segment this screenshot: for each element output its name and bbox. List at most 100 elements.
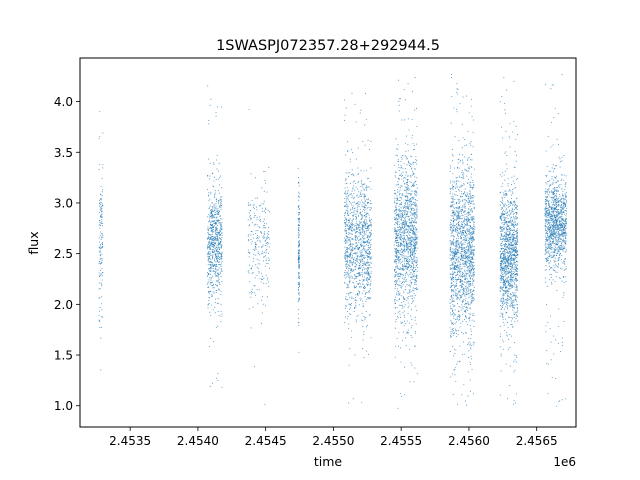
data-point: [101, 242, 103, 244]
data-point: [348, 323, 350, 325]
data-point: [345, 316, 347, 318]
data-point: [405, 167, 407, 169]
data-point: [394, 249, 397, 251]
data-point: [360, 261, 362, 264]
data-point: [400, 167, 402, 169]
data-point: [101, 283, 103, 285]
data-point: [355, 321, 357, 323]
data-point: [218, 251, 220, 253]
data-point: [412, 245, 415, 247]
data-point: [459, 186, 461, 188]
data-point: [456, 82, 458, 85]
data-point: [466, 283, 468, 285]
data-point: [298, 193, 300, 195]
data-point: [350, 148, 352, 150]
data-point: [99, 261, 101, 263]
data-point: [458, 217, 460, 219]
data-point: [463, 239, 465, 241]
data-point: [410, 228, 412, 230]
data-point: [414, 222, 416, 224]
data-point: [469, 275, 471, 277]
data-point: [471, 253, 473, 255]
data-point: [297, 182, 299, 184]
data-point: [416, 310, 418, 312]
data-point: [463, 290, 465, 292]
data-point: [464, 255, 466, 257]
data-point: [369, 219, 371, 221]
data-point: [470, 244, 472, 246]
data-point: [352, 249, 354, 251]
data-point: [456, 230, 459, 232]
data-point: [218, 222, 220, 224]
data-point: [366, 242, 368, 244]
data-point: [215, 256, 217, 258]
data-point: [355, 121, 357, 123]
data-point: [453, 107, 455, 109]
data-point: [100, 198, 102, 200]
data-point: [214, 230, 217, 232]
data-point: [360, 254, 362, 256]
data-point: [351, 230, 353, 232]
data-point: [261, 296, 264, 298]
data-point: [354, 286, 356, 288]
data-point: [254, 214, 256, 217]
data-point: [250, 217, 252, 219]
data-point: [402, 155, 404, 157]
data-point: [218, 232, 220, 234]
data-point: [398, 229, 400, 231]
data-point: [210, 269, 212, 271]
data-point: [473, 218, 475, 220]
data-point: [361, 217, 363, 219]
data-point: [413, 276, 415, 278]
data-point: [462, 254, 464, 256]
data-point: [416, 193, 418, 195]
data-point: [101, 195, 103, 197]
data-point: [458, 140, 460, 142]
data-point: [212, 186, 215, 188]
data-point: [361, 265, 363, 267]
data-point: [468, 218, 470, 220]
data-point: [298, 298, 301, 300]
season-point-group: [206, 85, 223, 388]
data-point: [405, 242, 407, 244]
data-point: [395, 285, 397, 287]
data-point: [414, 238, 416, 240]
data-point: [394, 218, 396, 220]
data-point: [358, 173, 360, 175]
data-point: [98, 251, 101, 253]
data-point: [458, 188, 460, 191]
data-point: [368, 274, 370, 276]
data-point: [471, 244, 474, 246]
data-point: [209, 205, 212, 207]
data-point: [208, 123, 210, 125]
data-point: [102, 189, 104, 191]
data-point: [450, 267, 452, 269]
data-point: [358, 274, 360, 277]
data-point: [468, 166, 470, 168]
data-point: [455, 207, 458, 209]
data-point: [396, 184, 398, 186]
data-point: [208, 292, 210, 294]
data-point: [407, 237, 409, 239]
data-point: [350, 302, 353, 304]
data-point: [396, 197, 399, 199]
data-point: [470, 196, 472, 198]
data-point: [394, 222, 396, 224]
data-point: [456, 303, 459, 305]
data-point: [352, 174, 354, 176]
data-point: [352, 223, 354, 225]
data-point: [407, 207, 409, 209]
data-point: [298, 233, 300, 235]
data-point: [345, 251, 347, 253]
data-point: [350, 208, 352, 210]
data-point: [401, 307, 403, 309]
data-point: [454, 275, 456, 277]
data-point: [362, 320, 364, 322]
data-point: [397, 256, 400, 258]
data-point: [407, 229, 409, 231]
data-point: [396, 253, 398, 255]
data-point: [394, 248, 396, 250]
data-point: [394, 197, 396, 199]
data-point: [364, 209, 366, 211]
data-point: [347, 318, 349, 320]
